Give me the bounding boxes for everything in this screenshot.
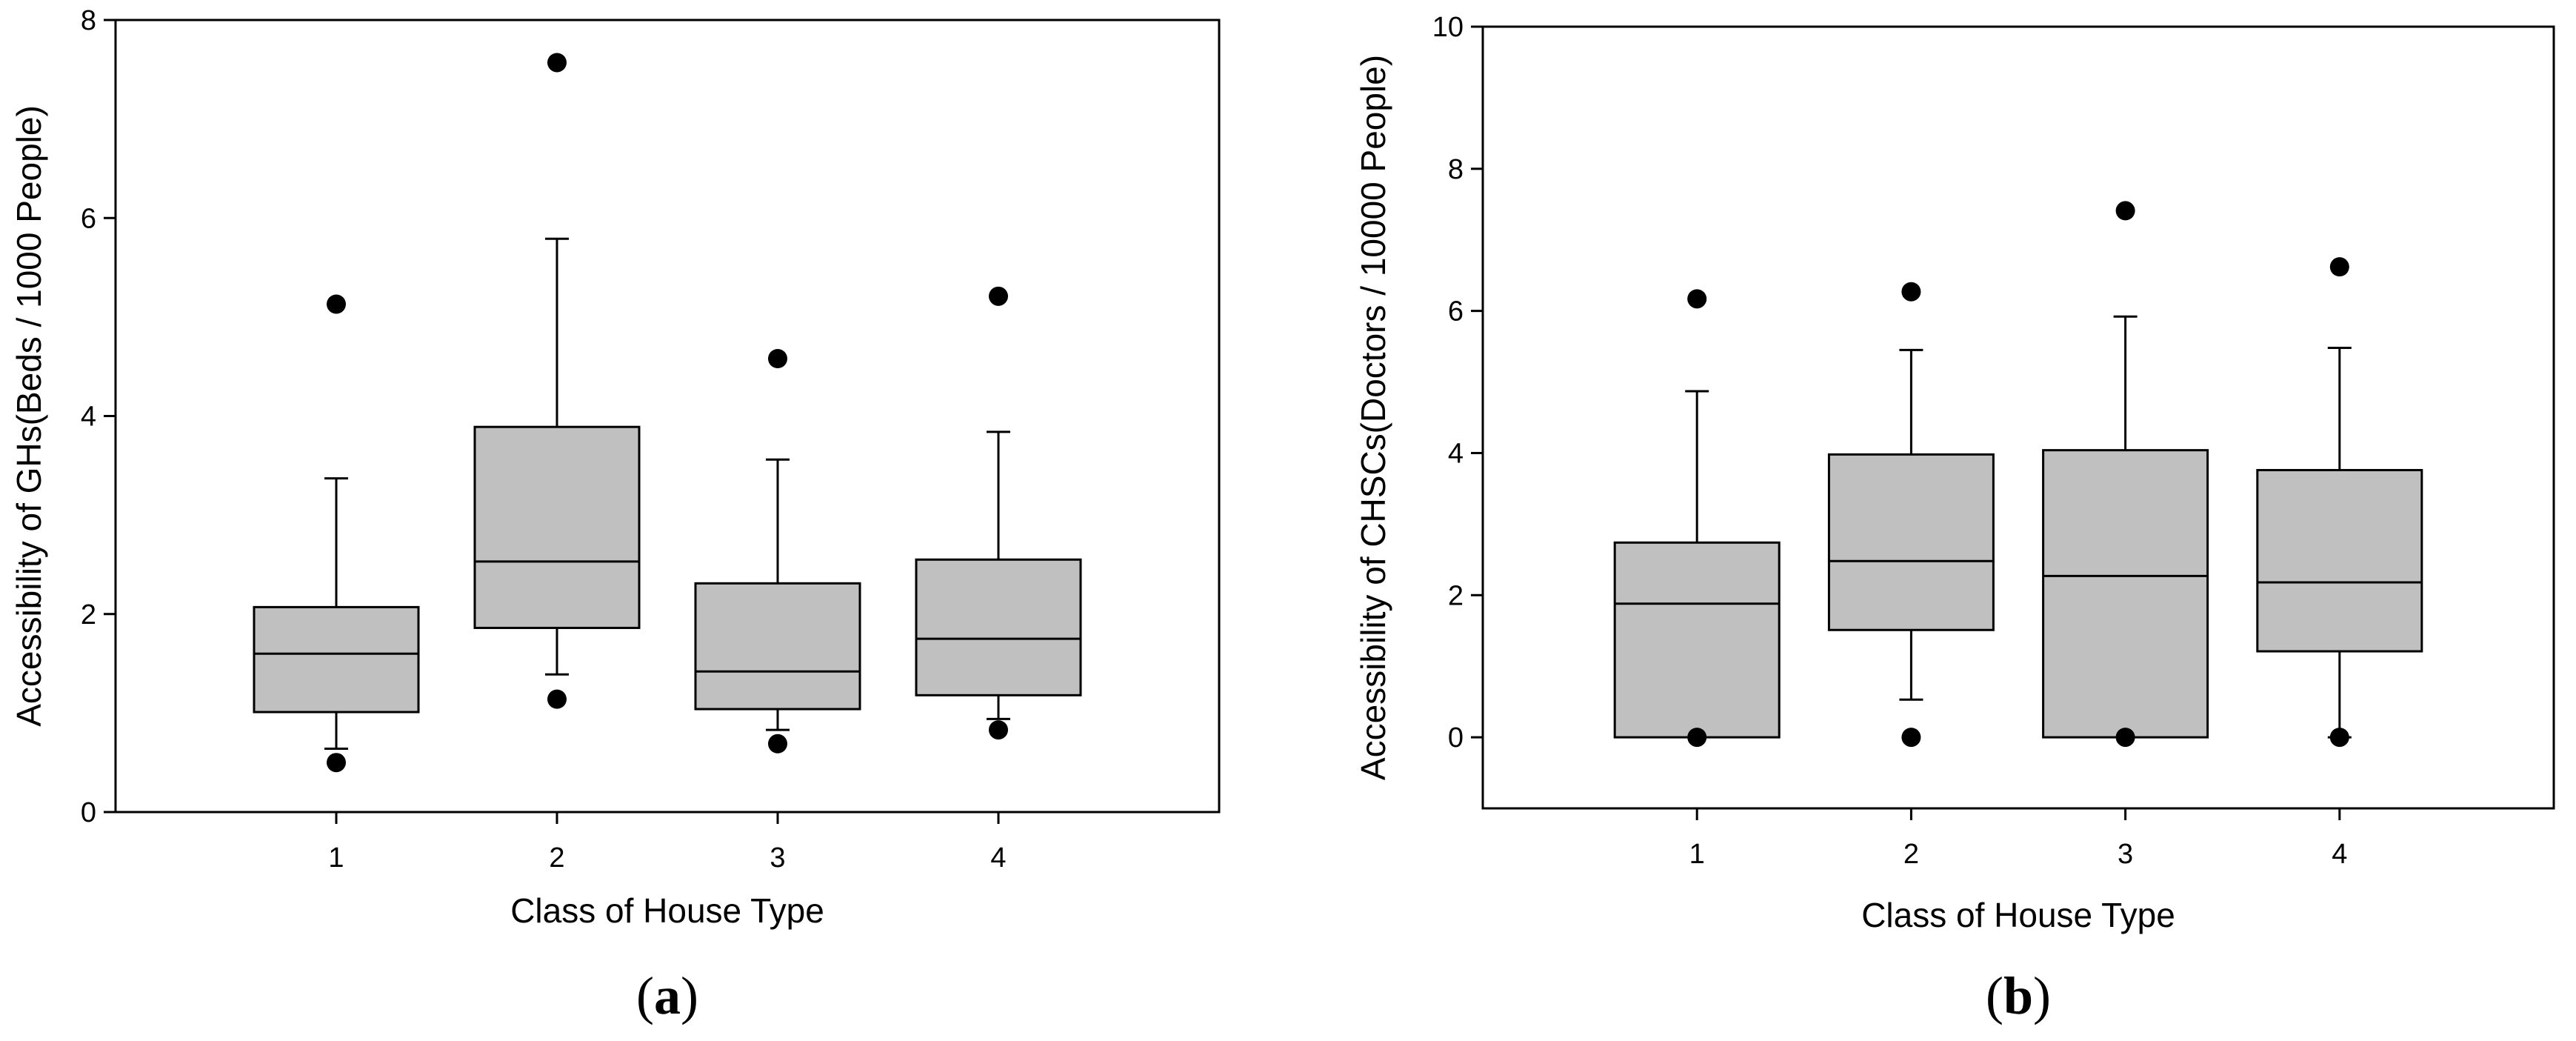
iqr-box xyxy=(1613,541,1781,739)
iqr-box xyxy=(1827,453,1995,631)
outlier-point xyxy=(327,753,346,773)
box-category-1 xyxy=(1613,289,1781,748)
outlier-point xyxy=(768,348,787,368)
box-category-1 xyxy=(253,294,420,773)
iqr-box xyxy=(2042,449,2209,739)
y-tick-label: 8 xyxy=(81,5,96,36)
outlier-point xyxy=(2115,728,2135,748)
outlier-point xyxy=(1687,728,1707,748)
x-axis-title: Class of House Type xyxy=(510,891,824,930)
iqr-box xyxy=(473,425,641,629)
iqr-box xyxy=(915,558,1082,696)
outlier-point xyxy=(768,734,787,754)
outlier-point xyxy=(547,689,567,709)
y-tick-label: 6 xyxy=(1448,296,1464,327)
y-tick-label: 2 xyxy=(81,599,96,631)
x-axis-title: Class of House Type xyxy=(1861,896,2175,934)
outlier-point xyxy=(1901,282,1921,302)
y-tick-label: 0 xyxy=(1448,722,1464,754)
y-tick-label: 6 xyxy=(81,203,96,234)
box-category-2 xyxy=(473,53,641,709)
box-category-4 xyxy=(2256,257,2423,748)
x-tick-label: 2 xyxy=(1903,839,1919,870)
y-axis-title: Accessibility of GHs(Beds / 1000 People) xyxy=(10,105,48,727)
outlier-point xyxy=(2329,257,2349,277)
panel-label: (a) xyxy=(636,966,698,1025)
y-tick-label: 0 xyxy=(81,797,96,828)
x-tick-label: 1 xyxy=(328,842,344,874)
x-tick-label: 3 xyxy=(2118,839,2133,870)
iqr-box xyxy=(694,582,861,711)
panel-a: 0 2 4 6 8 1 2 3 4 Class of House Type Accessibilit… xyxy=(10,5,1221,1025)
iqr-box xyxy=(253,605,420,714)
outlier-point xyxy=(1901,728,1921,748)
y-axis-title: Accessibility of CHSCs(Doctors / 10000 P… xyxy=(1354,55,1392,780)
x-tick-label: 4 xyxy=(2332,839,2347,870)
y-tick-label: 10 xyxy=(1432,12,1464,43)
x-tick-label: 1 xyxy=(1689,839,1705,870)
box-category-4 xyxy=(915,286,1082,740)
x-tick-label: 2 xyxy=(549,842,564,874)
box-category-3 xyxy=(694,348,861,754)
y-tick-label: 4 xyxy=(1448,438,1464,469)
plot-frame xyxy=(1481,25,2555,810)
iqr-box xyxy=(2256,468,2423,653)
outlier-point xyxy=(1687,289,1707,309)
outlier-point xyxy=(547,53,567,73)
outlier-point xyxy=(2115,201,2135,221)
outlier-point xyxy=(2329,728,2349,748)
box-category-3 xyxy=(2042,201,2209,748)
x-tick-label: 3 xyxy=(770,842,785,874)
x-tick-label: 4 xyxy=(990,842,1006,874)
outlier-point xyxy=(327,294,346,314)
y-tick-label: 2 xyxy=(1448,580,1464,611)
outlier-point xyxy=(989,286,1008,306)
y-tick-label: 8 xyxy=(1448,154,1464,185)
box-category-2 xyxy=(1827,282,1995,748)
panel-label: (b) xyxy=(1986,966,2051,1025)
y-tick-label: 4 xyxy=(81,402,96,433)
outlier-point xyxy=(989,720,1008,740)
